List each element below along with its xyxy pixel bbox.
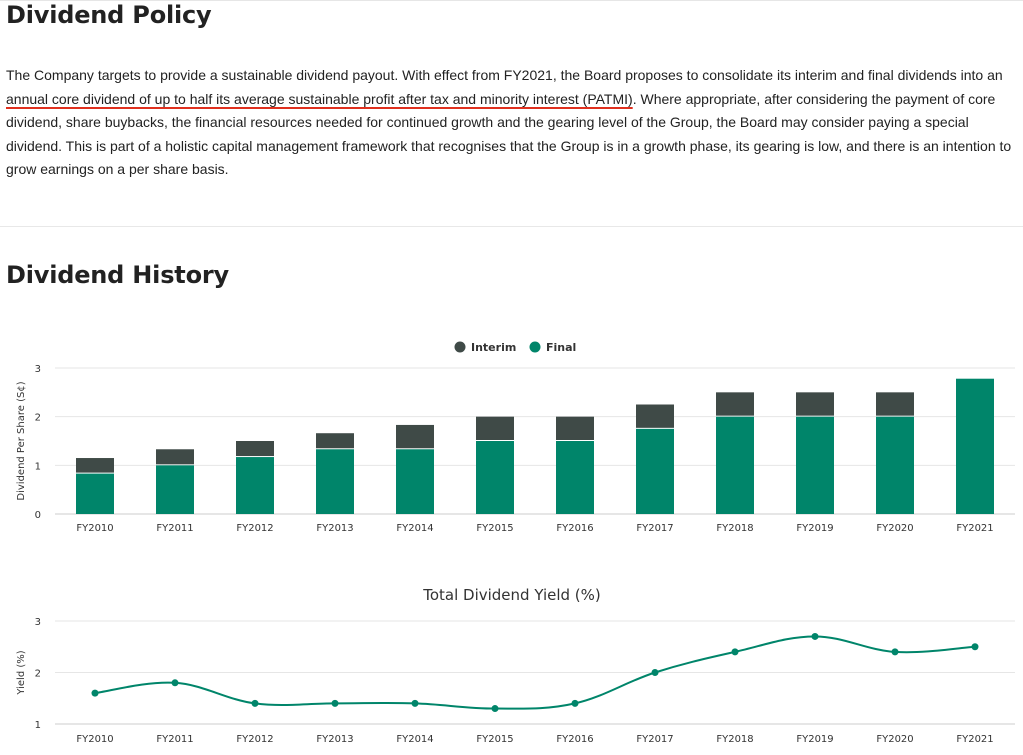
bar-final: [76, 473, 114, 514]
x-tick-label: FY2010: [76, 523, 113, 534]
x-tick-label: FY2020: [876, 523, 913, 534]
dividend-policy-title: Dividend Policy: [6, 1, 212, 29]
bar-interim: [796, 392, 834, 416]
x-tick-label: FY2014: [396, 523, 433, 534]
bar-final: [636, 428, 674, 514]
yield-point: [811, 632, 819, 640]
legend-label-interim: Interim: [471, 341, 516, 354]
y-tick-label: 0: [35, 510, 41, 521]
dividend-yield-chart: Total Dividend Yield (%) 1 2 3 Yield (%) FY20…: [16, 586, 1015, 745]
policy-text-intro: The Company targets to provide a sustain…: [6, 67, 1003, 83]
legend-marker-final: [529, 341, 541, 353]
yield-point: [491, 705, 499, 713]
yield-point: [171, 679, 179, 687]
bar-final: [716, 416, 754, 514]
x-tick-label: FY2019: [796, 734, 833, 745]
yield-point: [411, 699, 419, 707]
x-tick-label: FY2011: [156, 523, 193, 534]
bar-final: [796, 416, 834, 514]
chart-title: Total Dividend Yield (%): [422, 586, 601, 604]
x-tick-label: FY2011: [156, 734, 193, 745]
x-tick-label: FY2017: [636, 523, 673, 534]
policy-text-rest: . Where appropriate, after considering t…: [6, 90, 1012, 178]
x-tick-label: FY2012: [236, 734, 273, 745]
bar-final: [316, 449, 354, 514]
x-tick-label: FY2015: [476, 734, 513, 745]
bar-final: [556, 441, 594, 514]
yield-point: [891, 648, 899, 656]
yield-point: [731, 648, 739, 656]
dividend-policy-text: The Company targets to provide a sustain…: [6, 64, 1018, 182]
yield-point: [251, 699, 259, 707]
dividend-per-share-chart: 0 1 2 3 Dividend Per Share (S¢) FY2010 FY2011 F…: [16, 341, 1015, 534]
yield-point: [651, 669, 659, 676]
yield-point: [971, 643, 979, 651]
x-tick-label: FY2021: [956, 523, 993, 534]
section-divider: [0, 226, 1023, 227]
bar-final: [876, 416, 914, 514]
y-tick-label: 3: [35, 617, 41, 628]
x-tick-label: FY2013: [316, 734, 353, 745]
legend-label-final: Final: [546, 341, 576, 354]
bar-interim: [76, 458, 114, 473]
x-tick-label: FY2018: [716, 523, 753, 534]
x-tick-label: FY2017: [636, 734, 673, 745]
y-tick-label: 1: [35, 720, 41, 731]
x-tick-label: FY2010: [76, 734, 113, 745]
legend-marker-interim: [454, 341, 466, 353]
y-tick-label: 2: [35, 669, 41, 680]
yield-point: [91, 689, 99, 697]
y-tick-label: 1: [35, 461, 41, 472]
bar-interim: [156, 449, 194, 465]
y-tick-label: 3: [35, 364, 41, 375]
bar-interim: [876, 392, 914, 416]
chart-legend: Interim Final: [454, 341, 576, 354]
bar-interim: [316, 433, 354, 449]
x-tick-label: FY2014: [396, 734, 433, 745]
x-tick-label: FY2012: [236, 523, 273, 534]
x-tick-label: FY2021: [956, 734, 993, 745]
bar-final: [476, 441, 514, 514]
bar-interim: [476, 416, 514, 440]
bar-interim: [636, 404, 674, 428]
y-tick-label: 2: [35, 413, 41, 424]
y-axis-title: Yield (%): [16, 650, 27, 695]
x-tick-label: FY2020: [876, 734, 913, 745]
bar-interim: [236, 441, 274, 457]
bar-final: [396, 449, 434, 514]
x-tick-label: FY2019: [796, 523, 833, 534]
bar-interim: [716, 392, 754, 416]
yield-line: [94, 635, 976, 710]
x-tick-label: FY2013: [316, 523, 353, 534]
x-tick-label: FY2016: [556, 523, 593, 534]
top-divider: [0, 0, 1023, 1]
x-tick-label: FY2015: [476, 523, 513, 534]
x-tick-label: FY2016: [556, 734, 593, 745]
bar-final: [956, 378, 994, 514]
bar-final: [236, 457, 274, 514]
bar-final: [156, 465, 194, 514]
yield-point: [571, 699, 579, 707]
x-tick-label: FY2018: [716, 734, 753, 745]
bar-interim: [396, 424, 434, 449]
y-axis-title: Dividend Per Share (S¢): [16, 381, 27, 500]
policy-text-highlight: annual core dividend of up to half its a…: [6, 90, 633, 107]
yield-point: [331, 699, 339, 707]
bar-interim: [556, 416, 594, 440]
dividend-history-title: Dividend History: [6, 261, 229, 289]
